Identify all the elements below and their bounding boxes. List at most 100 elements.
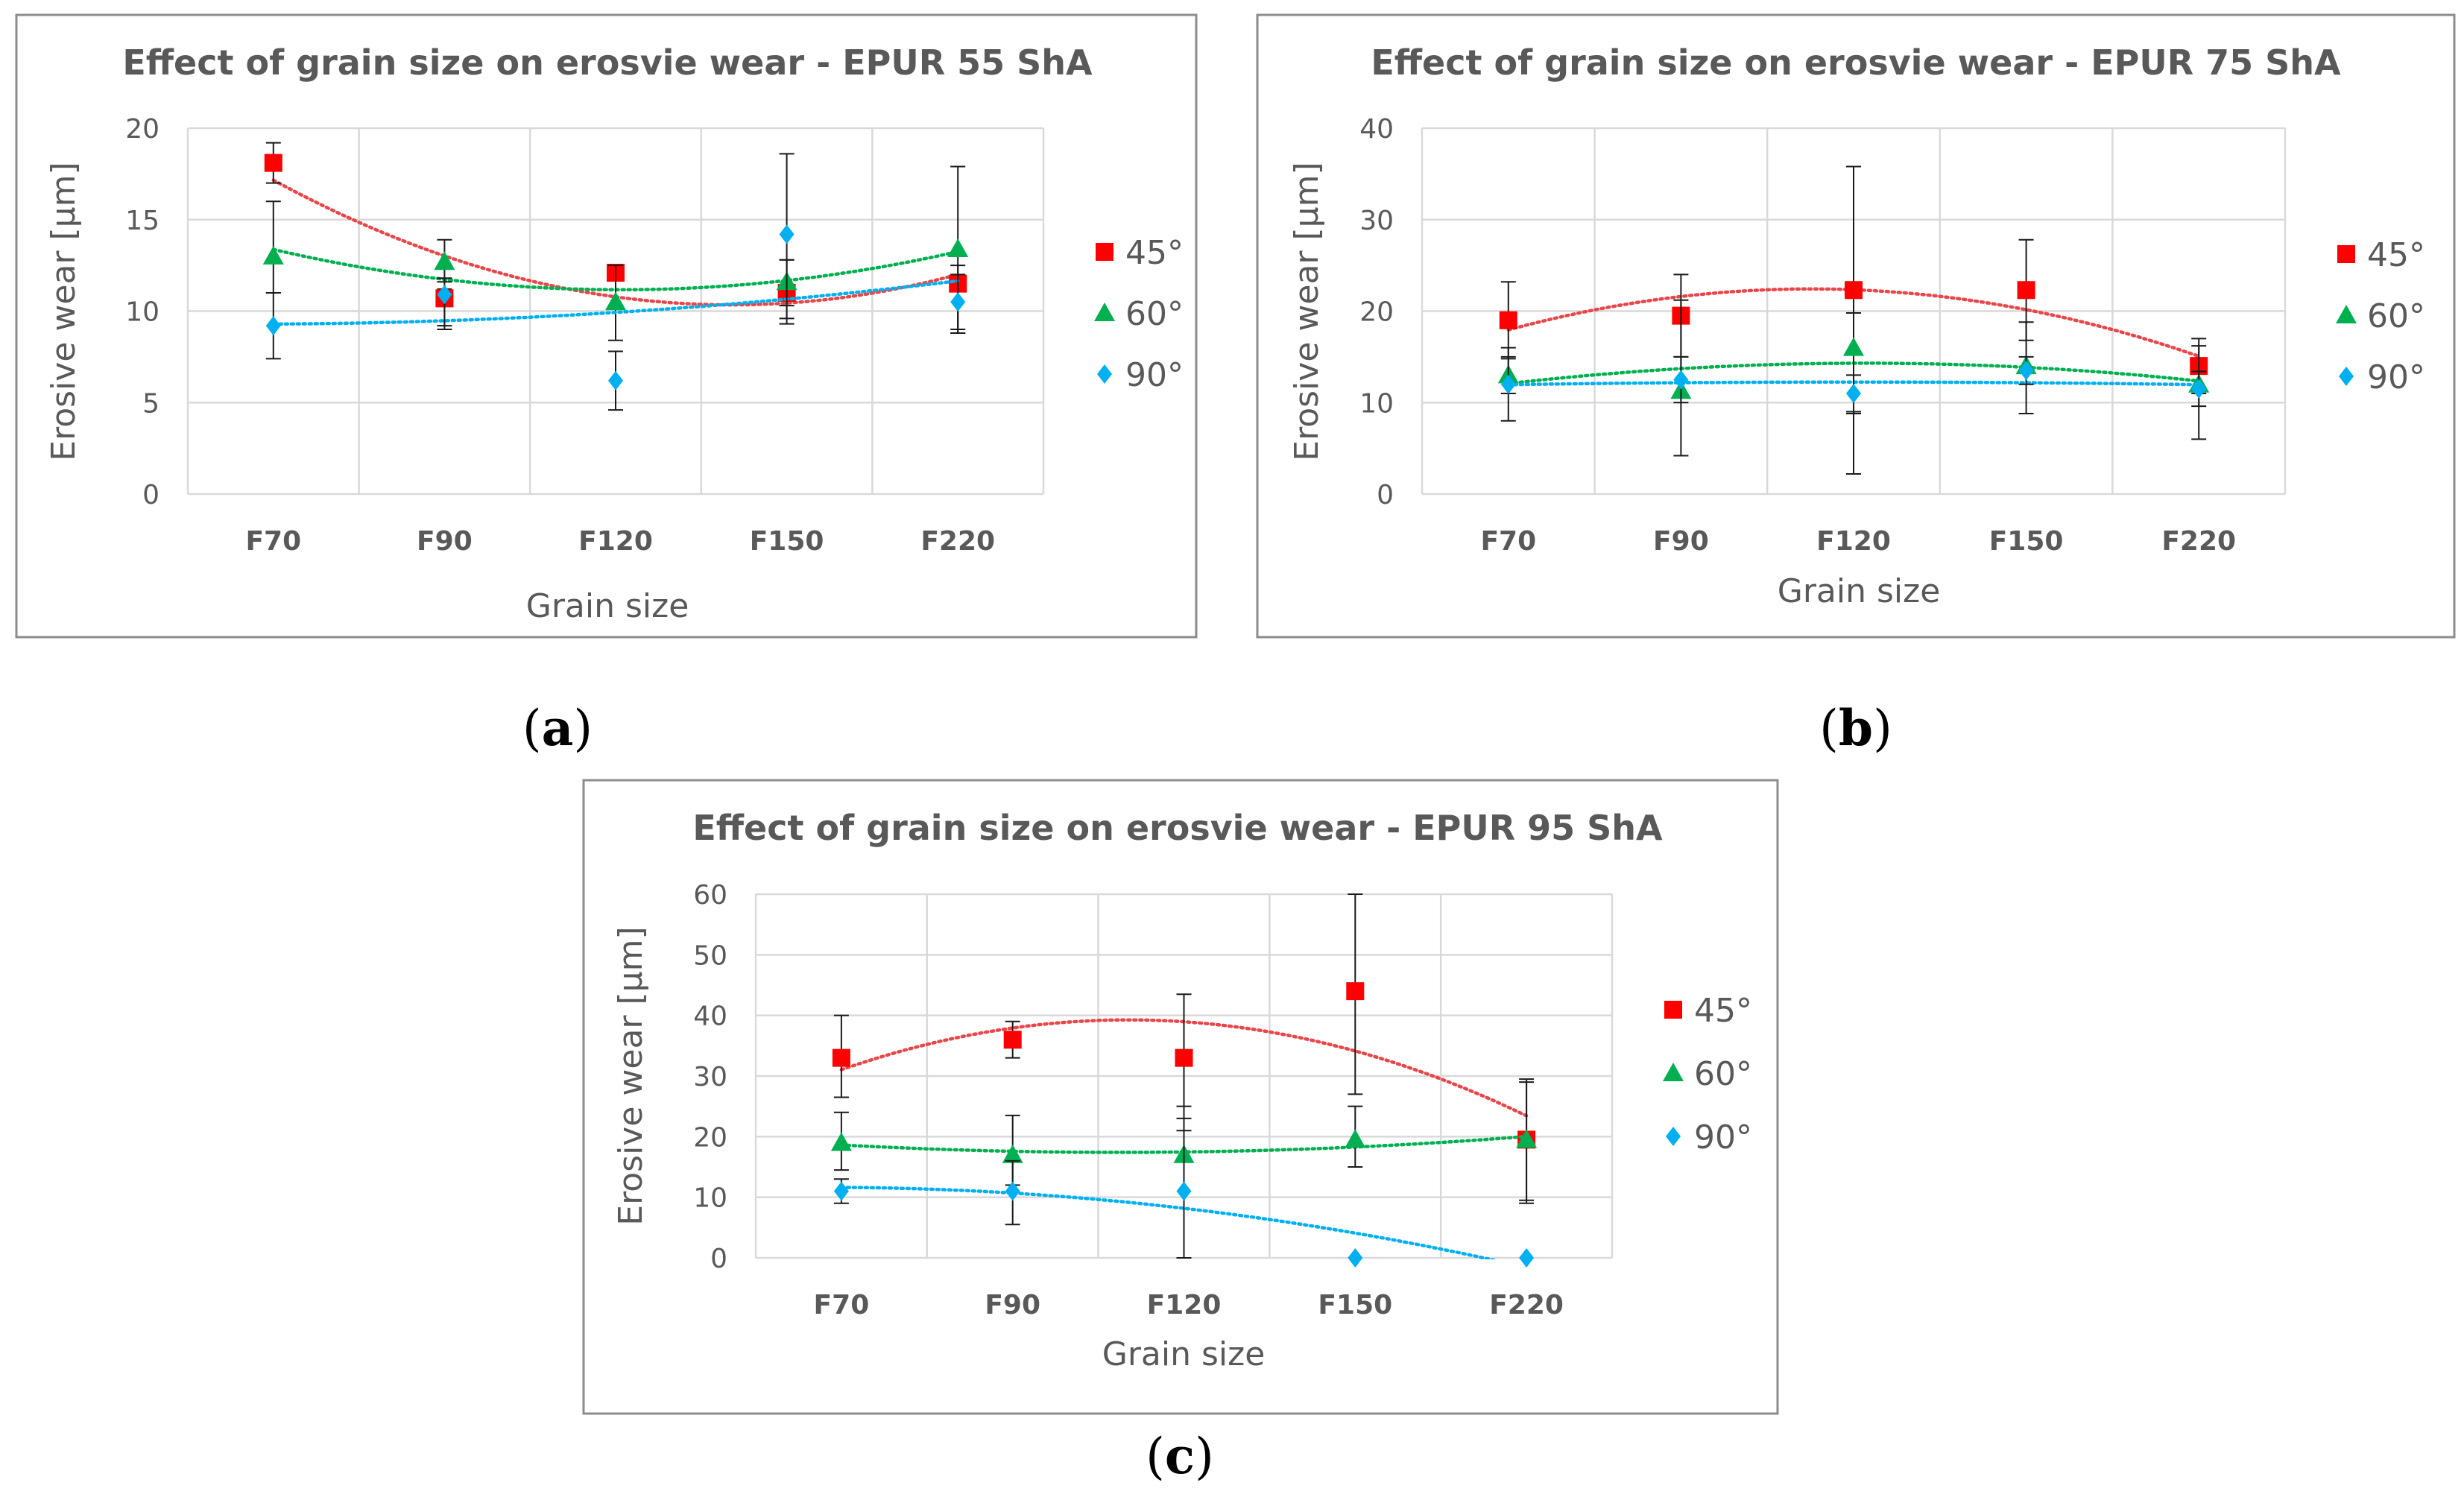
data-point: [1673, 370, 1689, 390]
data-point: [608, 370, 623, 390]
trendline: [271, 279, 960, 326]
data-point: [1005, 1181, 1020, 1201]
chart-frame: [1256, 13, 2456, 639]
data-point: [2017, 281, 2035, 300]
x-tick-label: F220: [1489, 1290, 1564, 1320]
y-tick-label: 40: [1359, 114, 1394, 145]
y-tick-label: 60: [693, 880, 727, 911]
x-tick-label: F150: [750, 526, 824, 557]
y-tick-label: 30: [693, 1062, 727, 1092]
legend-marker: [2339, 367, 2354, 386]
data-point: [1516, 1129, 1538, 1148]
chart-frame: [582, 779, 1779, 1415]
legend-marker: [1664, 1001, 1682, 1019]
data-point: [1846, 383, 1861, 403]
y-tick-label: 10: [125, 297, 159, 328]
data-point: [830, 1132, 852, 1151]
legend-marker: [1096, 243, 1113, 261]
legend-marker: [2336, 305, 2357, 323]
x-tick-label: F220: [2161, 526, 2236, 557]
chart-title: Effect of grain size on erosvie wear - E…: [122, 42, 1093, 83]
legend-label: 90°: [1694, 1119, 1752, 1157]
data-point: [605, 291, 626, 311]
y-tick-label: 10: [693, 1183, 727, 1214]
y-axis-label: Erosive wear [µm]: [45, 162, 83, 461]
y-tick-label: 5: [142, 388, 159, 419]
legend-label: 90°: [1125, 356, 1184, 394]
x-tick-label: F120: [578, 526, 653, 557]
chart-panel-1: Effect of grain size on erosvie wear - E…: [15, 13, 1198, 757]
x-axis-label: Grain size: [1778, 572, 1941, 610]
data-point: [437, 285, 452, 305]
data-point: [1176, 1181, 1192, 1201]
chart-title: Effect of grain size on erosvie wear - E…: [692, 808, 1663, 848]
data-point: [1002, 1144, 1023, 1163]
y-tick-label: 0: [142, 480, 159, 510]
data-point: [264, 154, 282, 172]
panel-caption: (a): [522, 699, 593, 757]
x-tick-label: F220: [920, 526, 995, 557]
legend-marker: [1666, 1127, 1681, 1146]
panel-caption: (b): [1819, 699, 1892, 757]
legend-label: 45°: [1125, 234, 1184, 272]
data-point: [1348, 1248, 1363, 1268]
x-tick-label: F150: [1318, 1290, 1392, 1320]
x-tick-label: F90: [1653, 526, 1709, 557]
data-point: [2191, 379, 2207, 399]
data-point: [262, 245, 284, 265]
series-90°: [265, 153, 966, 411]
legend-label: 90°: [2367, 358, 2425, 396]
x-tick-label: F90: [985, 1290, 1040, 1320]
x-axis-label: Grain size: [526, 587, 689, 625]
y-tick-label: 20: [1359, 297, 1394, 328]
chart-panel-3: Effect of grain size on erosvie wear - E…: [582, 779, 1779, 1485]
chart-title: Effect of grain size on erosvie wear - E…: [1371, 42, 2341, 83]
data-point: [1345, 1129, 1366, 1148]
y-axis-label: Erosive wear [µm]: [612, 926, 650, 1225]
legend-label: 45°: [1694, 992, 1752, 1030]
data-point: [833, 1181, 849, 1201]
y-tick-label: 20: [125, 114, 159, 145]
data-point: [950, 292, 966, 312]
x-tick-label: F70: [814, 1290, 870, 1320]
data-point: [1499, 311, 1517, 329]
data-point: [779, 224, 795, 244]
chart-frame: [15, 13, 1198, 639]
panel-caption: (c): [1146, 1427, 1214, 1485]
data-point: [1519, 1248, 1535, 1268]
legend-label: 60°: [1125, 295, 1184, 333]
y-tick-label: 0: [710, 1244, 727, 1274]
legend-marker: [1663, 1063, 1684, 1081]
legend-label: 60°: [2367, 297, 2425, 335]
x-tick-label: F120: [1147, 1290, 1222, 1320]
data-point: [832, 1048, 850, 1067]
x-tick-label: F120: [1816, 526, 1891, 557]
y-tick-label: 15: [125, 206, 159, 236]
data-point: [1003, 1031, 1022, 1049]
data-point: [1500, 374, 1516, 394]
legend-label: 60°: [1694, 1055, 1752, 1093]
x-tick-label: F150: [1989, 526, 2064, 557]
x-axis-label: Grain size: [1102, 1335, 1266, 1373]
series-90°: [833, 1130, 1535, 1268]
x-tick-label: F90: [417, 526, 473, 557]
data-point: [1175, 1048, 1193, 1067]
legend-marker: [1097, 364, 1112, 384]
data-point: [947, 238, 969, 258]
y-axis-label: Erosive wear [µm]: [1288, 162, 1326, 461]
data-point: [434, 251, 455, 270]
y-tick-label: 50: [693, 940, 727, 971]
chart-panel-2: Effect of grain size on erosvie wear - E…: [1256, 13, 2456, 757]
x-tick-label: F70: [245, 526, 301, 557]
legend-marker: [1094, 303, 1115, 321]
y-tick-label: 10: [1359, 388, 1394, 419]
x-tick-label: F70: [1480, 526, 1536, 557]
data-point: [1845, 281, 1863, 300]
legend-label: 45°: [2367, 236, 2425, 274]
data-point: [1843, 337, 1864, 356]
y-tick-label: 30: [1359, 206, 1394, 236]
data-point: [265, 316, 281, 336]
data-point: [1346, 982, 1365, 1001]
y-tick-label: 40: [693, 1002, 727, 1032]
